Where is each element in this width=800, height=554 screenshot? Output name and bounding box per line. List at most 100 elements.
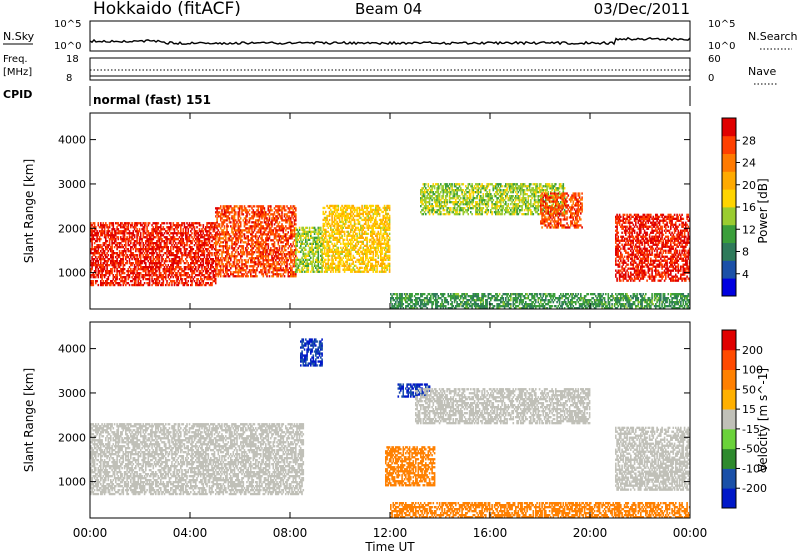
heatmap-cell	[186, 222, 188, 225]
heatmap-cell	[248, 251, 251, 254]
heatmap-cell	[108, 222, 111, 225]
heatmap-cell	[91, 236, 93, 239]
heatmap-cell	[127, 256, 130, 259]
heatmap-cell	[121, 230, 123, 233]
heatmap-cell	[265, 215, 267, 218]
heatmap-cell	[170, 222, 172, 225]
heatmap-cell	[121, 270, 123, 273]
heatmap-cell	[192, 278, 195, 281]
heatmap-cell	[332, 258, 335, 261]
heatmap-cell	[315, 230, 317, 233]
heatmap-cell	[321, 248, 323, 251]
heatmap-cell	[102, 222, 105, 225]
heatmap-cell	[373, 266, 376, 269]
heatmap-cell	[295, 275, 297, 278]
heatmap-cell	[242, 213, 245, 216]
heatmap-cell	[91, 258, 93, 261]
heatmap-cell	[286, 261, 288, 264]
heatmap-cell	[246, 245, 248, 248]
heatmap-cell	[203, 240, 206, 243]
heatmap-cell	[141, 252, 143, 255]
heatmap-cell	[385, 270, 387, 273]
heatmap-cell	[298, 268, 301, 271]
heatmap-cell	[276, 247, 278, 250]
heatmap-cell	[96, 274, 98, 277]
heatmap-cell	[222, 267, 225, 270]
heatmap-cell	[291, 249, 293, 252]
heatmap-cell	[156, 254, 158, 257]
heatmap-cell	[198, 242, 201, 245]
heatmap-cell	[167, 232, 169, 235]
heatmap-cell	[228, 233, 231, 236]
heatmap-cell	[362, 242, 364, 245]
heatmap-cell	[377, 262, 380, 265]
heatmap-cell	[183, 252, 186, 255]
heatmap-cell	[128, 222, 131, 225]
heatmap-cell	[156, 248, 158, 251]
heatmap-cell	[278, 237, 281, 240]
heatmap-cell	[128, 250, 131, 253]
heatmap-cell	[118, 283, 121, 287]
heatmap-cell	[170, 240, 172, 243]
heatmap-cell	[355, 228, 357, 231]
heatmap-cell	[256, 267, 258, 270]
heatmap-cell	[107, 254, 110, 257]
heatmap-cell	[291, 237, 293, 240]
heatmap-cell	[156, 222, 158, 225]
heatmap-cell	[253, 251, 256, 254]
heatmap-cell	[115, 256, 117, 259]
heatmap-cell	[181, 280, 183, 283]
heatmap-cell	[308, 254, 311, 257]
heatmap-cell	[157, 278, 160, 281]
heatmap-cell	[167, 248, 169, 251]
heatmap-cell	[100, 276, 102, 279]
heatmap-cell	[331, 214, 333, 218]
heatmap-cell	[128, 283, 131, 287]
heatmap-cell	[285, 225, 287, 228]
heatmap-cell	[237, 241, 240, 244]
heatmap-cell	[292, 209, 295, 212]
heatmap-cell	[180, 266, 182, 269]
heatmap-cell	[106, 224, 108, 227]
heatmap-cell	[351, 228, 353, 231]
heatmap-cell	[366, 242, 368, 245]
heatmap-cell	[286, 257, 288, 260]
heatmap-cell	[97, 264, 100, 267]
heatmap-cell	[355, 246, 357, 249]
heatmap-cell	[372, 204, 375, 208]
heatmap-cell	[218, 253, 221, 256]
heatmap-cell	[320, 226, 322, 229]
heatmap-cell	[166, 240, 168, 243]
heatmap-cell	[111, 264, 113, 267]
heatmap-cell	[283, 205, 286, 208]
heatmap-cell	[388, 222, 391, 226]
heatmap-cell	[350, 208, 352, 212]
heatmap-cell	[272, 271, 275, 274]
heatmap-cell	[102, 226, 105, 229]
heatmap-cell	[362, 208, 364, 212]
heatmap-cell	[111, 224, 113, 227]
heatmap-cell	[107, 232, 110, 235]
heatmap-cell	[186, 248, 188, 251]
heatmap-cell	[91, 283, 93, 287]
heatmap-cell	[101, 254, 103, 257]
heatmap-cell	[125, 240, 127, 243]
heatmap-cell	[166, 222, 168, 225]
heatmap-cell	[333, 242, 336, 245]
heatmap-cell	[220, 267, 222, 270]
heatmap-cell	[143, 244, 146, 247]
heatmap-cell	[366, 256, 368, 259]
heatmap-cell	[186, 234, 188, 237]
heatmap-cell	[381, 220, 383, 224]
heatmap-cell	[166, 254, 168, 257]
heatmap-cell	[326, 238, 328, 241]
heatmap-cell	[208, 230, 211, 233]
heatmap-cell	[375, 254, 377, 257]
heatmap-cell	[298, 240, 301, 243]
heatmap-cell	[388, 258, 391, 261]
heatmap-cell	[381, 238, 383, 241]
heatmap-cell	[145, 270, 147, 273]
heatmap-cell	[378, 206, 381, 210]
heatmap-cell	[130, 270, 132, 273]
heatmap-cell	[362, 258, 364, 261]
